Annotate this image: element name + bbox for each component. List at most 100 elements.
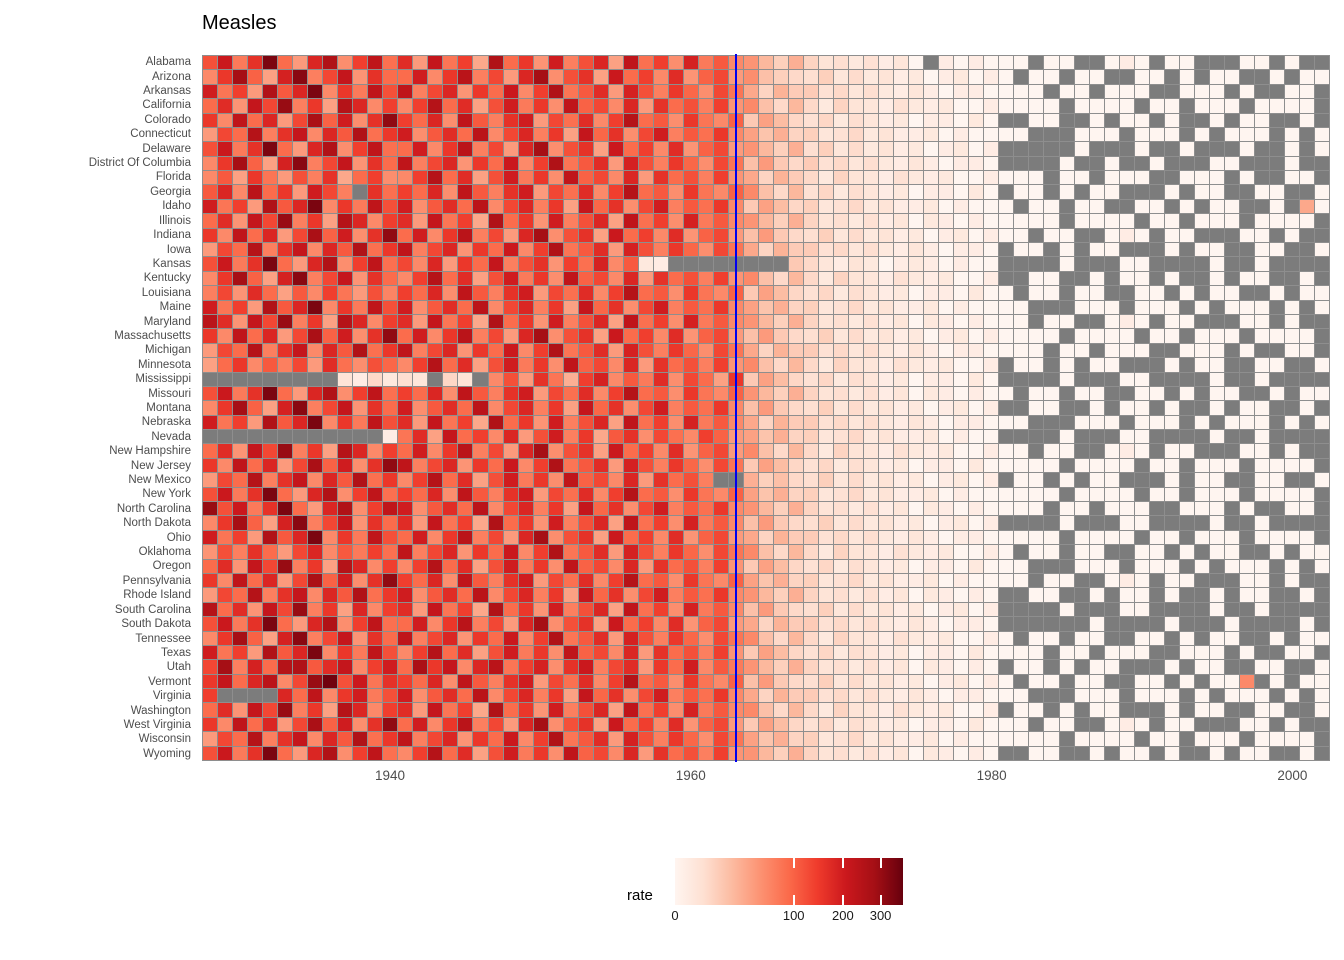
heatmap-cell — [488, 430, 503, 444]
heatmap-cell — [1194, 703, 1209, 717]
heatmap-cell — [1134, 674, 1149, 689]
heatmap-cell — [218, 573, 233, 588]
heatmap-cell — [263, 703, 278, 717]
heatmap-cell — [638, 660, 653, 674]
heatmap-cell — [428, 228, 443, 243]
heatmap-cell — [743, 343, 758, 358]
heatmap-cell — [1209, 689, 1224, 703]
heatmap-cell — [668, 746, 683, 760]
heatmap-cell — [894, 545, 909, 559]
heatmap-cell — [443, 142, 458, 156]
heatmap-cell — [563, 386, 578, 401]
heatmap-cell — [428, 487, 443, 502]
heatmap-cell — [1104, 530, 1119, 545]
heatmap-cell — [954, 703, 969, 717]
heatmap-cell — [1119, 617, 1134, 631]
heatmap-cell — [248, 271, 263, 286]
heatmap-cell — [608, 559, 623, 573]
heatmap-cell — [233, 746, 248, 760]
heatmap-cell — [774, 473, 789, 487]
heatmap-cell — [789, 674, 804, 689]
heatmap-cell — [578, 372, 593, 386]
heatmap-cell — [368, 127, 383, 142]
heatmap-cell — [548, 314, 563, 329]
heatmap-cell — [563, 487, 578, 502]
heatmap-cell — [653, 660, 668, 674]
heatmap-cell — [323, 401, 338, 415]
heatmap-cell — [819, 617, 834, 631]
heatmap-cell — [338, 70, 353, 84]
heatmap-cell — [1164, 415, 1179, 430]
heatmap-cell — [533, 386, 548, 401]
heatmap-cell — [698, 142, 713, 156]
heatmap-cell — [638, 559, 653, 573]
heatmap-cell — [263, 314, 278, 329]
heatmap-cell — [954, 401, 969, 415]
heatmap-cell — [668, 243, 683, 257]
heatmap-cell — [864, 746, 879, 760]
y-axis-label: Washington — [130, 704, 191, 717]
heatmap-cell — [353, 113, 368, 127]
heatmap-cell — [1029, 314, 1044, 329]
heatmap-cell — [338, 358, 353, 372]
heatmap-cell — [698, 487, 713, 502]
heatmap-cell — [879, 257, 894, 271]
heatmap-cell — [248, 732, 263, 746]
heatmap-cell — [1044, 171, 1059, 185]
heatmap-cell — [608, 645, 623, 660]
heatmap-cell — [368, 588, 383, 602]
heatmap-cell — [924, 530, 939, 545]
heatmap-cell — [428, 746, 443, 760]
heatmap-cell — [1029, 703, 1044, 717]
heatmap-cell — [413, 689, 428, 703]
heatmap-cell — [1299, 171, 1314, 185]
heatmap-cell — [909, 99, 924, 113]
heatmap-cell — [743, 674, 758, 689]
heatmap-cell — [1239, 300, 1254, 314]
heatmap-cell — [308, 458, 323, 473]
heatmap-cell — [879, 199, 894, 214]
heatmap-cell — [308, 257, 323, 271]
heatmap-cell — [608, 228, 623, 243]
heatmap-cell — [1104, 84, 1119, 99]
heatmap-cell — [668, 70, 683, 84]
heatmap-cell — [1104, 746, 1119, 760]
heatmap-cell — [353, 458, 368, 473]
heatmap-cell — [533, 257, 548, 271]
y-axis-label: North Dakota — [123, 517, 191, 530]
heatmap-cell — [789, 703, 804, 717]
heatmap-cell — [608, 286, 623, 300]
heatmap-cell — [698, 703, 713, 717]
heatmap-cell — [593, 717, 608, 732]
heatmap-cell — [1254, 660, 1269, 674]
heatmap-cell — [368, 631, 383, 645]
heatmap-cell — [428, 214, 443, 228]
heatmap-cell — [1014, 717, 1029, 732]
heatmap-cell — [1194, 314, 1209, 329]
heatmap-cell — [503, 415, 518, 430]
heatmap-cell — [428, 732, 443, 746]
heatmap-cell — [353, 358, 368, 372]
heatmap-cell — [849, 645, 864, 660]
heatmap-cell — [638, 487, 653, 502]
heatmap-cell — [443, 343, 458, 358]
heatmap-cell — [233, 458, 248, 473]
heatmap-cell — [473, 430, 488, 444]
heatmap-cell — [698, 358, 713, 372]
heatmap-cell — [323, 243, 338, 257]
heatmap-cell — [1089, 156, 1104, 171]
heatmap-cell — [999, 660, 1014, 674]
heatmap-cell — [293, 660, 308, 674]
heatmap-cell — [804, 214, 819, 228]
heatmap-cell — [1314, 660, 1329, 674]
heatmap-cell — [383, 127, 398, 142]
heatmap-cell — [1299, 502, 1314, 516]
heatmap-cell — [248, 458, 263, 473]
heatmap-cell — [1284, 631, 1299, 645]
heatmap-cell — [278, 358, 293, 372]
heatmap-cell — [608, 343, 623, 358]
heatmap-cell — [1014, 703, 1029, 717]
heatmap-cell — [308, 386, 323, 401]
heatmap-cell — [518, 343, 533, 358]
heatmap-cell — [984, 185, 999, 199]
